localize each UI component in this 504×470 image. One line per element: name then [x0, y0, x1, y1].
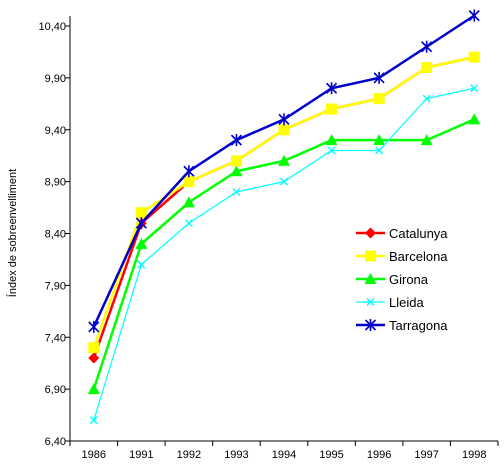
x-tick-label: 1991 — [129, 449, 153, 461]
x-tick-label: 1996 — [367, 449, 391, 461]
data-point-tarragona — [421, 40, 433, 53]
data-point-girona — [87, 383, 100, 395]
data-point-girona — [182, 196, 195, 208]
data-point-tarragona — [135, 217, 147, 230]
data-point-tarragona — [468, 9, 480, 22]
y-tick-label: 6,90 — [45, 384, 66, 396]
data-point-girona — [278, 154, 290, 166]
legend-label: Lleida — [389, 295, 424, 310]
legend-marker — [366, 298, 375, 306]
data-point-lleida — [89, 416, 98, 425]
data-point-girona — [325, 134, 338, 146]
y-tick-label: 10,40 — [38, 21, 66, 33]
data-point-lleida — [280, 177, 288, 186]
legend-marker — [364, 319, 377, 331]
data-point-girona — [468, 113, 481, 125]
y-tick-label: 8,90 — [45, 177, 66, 189]
x-tick-label: 1992 — [177, 449, 201, 461]
y-tick-label: 7,90 — [45, 280, 66, 292]
y-tick-label: 6,40 — [45, 436, 66, 448]
data-point-tarragona — [373, 71, 385, 84]
data-point-barcelona — [278, 124, 290, 136]
legend-label: Girona — [389, 272, 429, 287]
data-point-girona — [230, 165, 243, 177]
x-tick-label: 1995 — [319, 449, 343, 461]
legend: Catalunya Barcelona Girona Lleida Tarragona — [356, 226, 448, 333]
data-point-tarragona — [88, 320, 100, 333]
data-point-girona — [373, 134, 386, 146]
legend-label: Catalunya — [389, 226, 448, 241]
y-axis-label: Índex de sobreenvelliment — [6, 169, 19, 297]
legend-marker — [365, 250, 376, 262]
legend-marker — [364, 273, 377, 284]
data-point-girona — [420, 134, 433, 146]
series-tarragona — [88, 9, 480, 333]
x-tick-label: 1986 — [82, 449, 106, 461]
series-layer — [87, 9, 481, 425]
series-lleida — [89, 84, 479, 425]
data-point-lleida — [232, 188, 241, 196]
data-point-tarragona — [183, 165, 195, 178]
data-point-tarragona — [325, 82, 338, 95]
series-barcelona — [88, 51, 480, 354]
data-point-lleida — [375, 146, 384, 155]
y-tick-label: 7,40 — [45, 332, 66, 344]
data-point-barcelona — [421, 62, 433, 73]
data-point-catalunya — [88, 352, 100, 364]
legend-item-catalunya: Catalunya — [356, 226, 448, 241]
data-point-lleida — [137, 260, 146, 269]
data-point-barcelona — [88, 342, 100, 354]
data-point-tarragona — [278, 113, 290, 126]
data-point-lleida — [327, 146, 336, 155]
data-point-girona — [135, 237, 148, 249]
legend-item-girona: Girona — [356, 272, 429, 287]
series-girona — [87, 113, 481, 395]
data-point-barcelona — [326, 103, 338, 115]
y-tick-label: 8,40 — [45, 229, 66, 241]
x-tick-label: 1997 — [414, 449, 438, 461]
x-tick-label: 1994 — [272, 449, 296, 461]
data-point-barcelona — [183, 176, 195, 188]
data-point-lleida — [470, 84, 479, 93]
tick-labels: 6,40 6,90 7,40 7,90 8,40 8,90 9,40 9,90 10,40 198… — [38, 21, 499, 461]
legend-label: Tarragona — [389, 318, 448, 333]
legend-item-barcelona: Barcelona — [356, 249, 448, 264]
axes — [69, 16, 498, 442]
legend-label: Barcelona — [389, 249, 448, 264]
data-point-lleida — [184, 219, 193, 228]
y-tick-label: 9,40 — [45, 125, 66, 137]
data-point-tarragona — [230, 134, 243, 147]
x-tick-label: 1993 — [224, 449, 248, 461]
legend-marker — [365, 227, 376, 239]
data-point-barcelona — [468, 51, 480, 63]
data-point-barcelona — [230, 155, 242, 167]
legend-item-tarragona: Tarragona — [356, 318, 448, 333]
y-tick-label: 9,90 — [45, 73, 66, 85]
x-tick-label: 1998 — [462, 449, 486, 461]
legend-item-lleida: Lleida — [356, 295, 424, 310]
data-point-barcelona — [135, 207, 147, 219]
data-point-barcelona — [373, 93, 385, 105]
data-point-lleida — [422, 94, 431, 103]
